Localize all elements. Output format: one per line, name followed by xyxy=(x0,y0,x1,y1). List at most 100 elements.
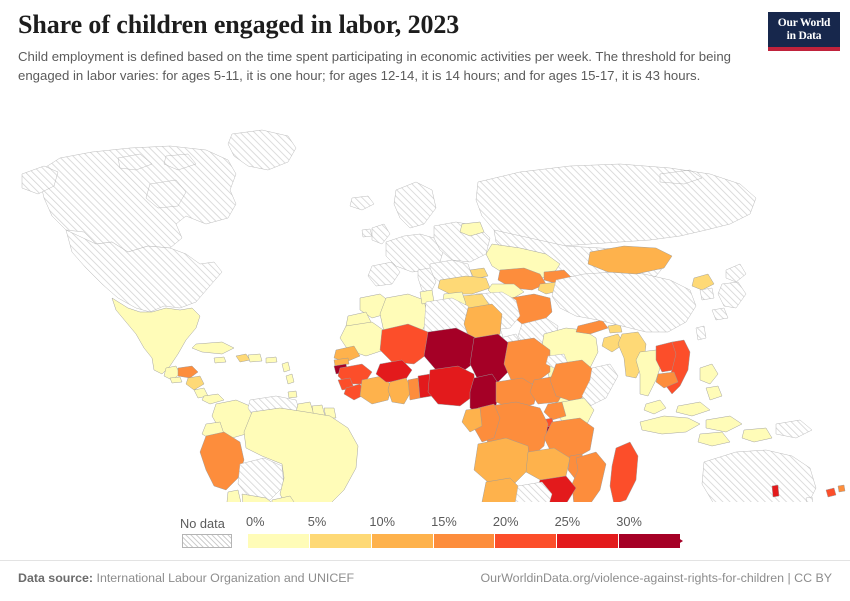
country-lesser-antilles[interactable] xyxy=(282,362,294,384)
country-japan[interactable] xyxy=(712,264,746,320)
legend-bin-2[interactable] xyxy=(371,534,434,548)
country-togo[interactable] xyxy=(408,378,420,400)
country-botswana[interactable] xyxy=(514,482,552,502)
logo-line-2: in Data xyxy=(786,29,822,42)
island-marker-3[interactable] xyxy=(838,485,845,492)
country-bangladesh[interactable] xyxy=(602,334,624,352)
country-hudson-bay[interactable] xyxy=(146,180,186,208)
country-mali[interactable] xyxy=(380,324,430,364)
map-legend: No data 0% 5% 10% 15% 20% 25% 30% xyxy=(0,506,850,554)
country-chile[interactable] xyxy=(226,490,250,502)
country-paraguay[interactable] xyxy=(272,496,298,502)
chart-subtitle: Child employment is defined based on the… xyxy=(18,49,732,83)
country-nepal[interactable] xyxy=(576,320,608,334)
country-mozambique[interactable] xyxy=(572,452,606,502)
country-north-korea[interactable] xyxy=(692,274,714,290)
chart-footer: Data source: International Labour Organi… xyxy=(0,560,850,601)
country-senegal[interactable] xyxy=(334,346,360,362)
legend-tick-3: 15% xyxy=(431,514,457,529)
country-papua-new-guinea[interactable] xyxy=(776,420,812,438)
island-marker-1[interactable] xyxy=(772,485,779,497)
country-greenland[interactable] xyxy=(228,130,296,170)
country-ghana[interactable] xyxy=(388,378,412,404)
country-somalia[interactable] xyxy=(582,364,618,406)
data-source-label: Data source: xyxy=(18,571,94,585)
country-dominican-republic[interactable] xyxy=(248,354,262,362)
country-philippines[interactable] xyxy=(700,364,722,400)
country-mexico[interactable] xyxy=(112,298,200,374)
country-united-kingdom[interactable] xyxy=(362,224,390,244)
legend-bin-0[interactable] xyxy=(248,534,310,548)
logo-line-1: Our World xyxy=(777,17,831,29)
legend-tick-labels: 0% 5% 10% 15% 20% 25% 30% xyxy=(246,514,680,532)
owid-logo[interactable]: Our World in Data xyxy=(768,12,840,51)
country-nigeria[interactable] xyxy=(428,366,476,406)
legend-bin-3[interactable] xyxy=(433,534,496,548)
map-svg[interactable] xyxy=(0,112,850,502)
legend-tick-5: 25% xyxy=(554,514,581,529)
country-alaska[interactable] xyxy=(22,166,58,194)
legend-bin-6[interactable] xyxy=(619,534,681,548)
country-united-states[interactable] xyxy=(66,230,222,312)
country-taiwan[interactable] xyxy=(696,326,706,340)
country-indonesia[interactable] xyxy=(640,416,772,446)
country-chad[interactable] xyxy=(470,334,512,382)
country-honduras[interactable] xyxy=(178,366,198,378)
country-sudan[interactable] xyxy=(504,338,550,384)
country-china[interactable] xyxy=(552,272,696,332)
legend-tick-4: 20% xyxy=(492,514,519,529)
country-belarus[interactable] xyxy=(460,222,484,236)
country-iberia[interactable] xyxy=(368,262,400,286)
legend-no-data-swatch[interactable] xyxy=(182,534,232,548)
legend-bin-4[interactable] xyxy=(495,534,558,548)
country-guatemala[interactable] xyxy=(164,366,180,380)
page-title: Share of children engaged in labor, 2023 xyxy=(18,10,460,39)
country-nicaragua[interactable] xyxy=(186,376,204,390)
country-turkey[interactable] xyxy=(438,276,490,294)
country-puerto-rico[interactable] xyxy=(266,357,277,363)
owid-url-link[interactable]: OurWorldinData.org/violence-against-righ… xyxy=(480,571,832,585)
legend-bins[interactable] xyxy=(248,534,681,548)
country-scandinavia[interactable] xyxy=(394,182,436,228)
country-panama[interactable] xyxy=(202,394,224,404)
legend-tick-2: 10% xyxy=(369,514,396,529)
country-central-african-rep[interactable] xyxy=(496,378,538,410)
country-australia[interactable] xyxy=(702,450,816,502)
legend-tick-1: 5% xyxy=(307,514,327,529)
country-cuba[interactable] xyxy=(192,342,234,354)
legend-bin-5[interactable] xyxy=(557,534,620,548)
world-choropleth-map[interactable] xyxy=(0,112,850,502)
legend-tick-6: 30% xyxy=(616,514,642,529)
data-source-value: International Labour Organization and UN… xyxy=(96,571,355,585)
country-russia[interactable] xyxy=(476,164,756,246)
country-brazil[interactable] xyxy=(244,408,358,502)
country-iceland[interactable] xyxy=(350,196,374,210)
country-trinidad[interactable] xyxy=(288,391,297,398)
legend-open-ended-arrow xyxy=(672,534,683,548)
legend-bin-1[interactable] xyxy=(309,534,372,548)
legend-tick-0: 0% xyxy=(246,514,265,529)
map-countries[interactable] xyxy=(22,130,845,502)
country-cambodia[interactable] xyxy=(656,372,678,388)
island-marker-fiji[interactable] xyxy=(806,497,813,502)
country-namibia[interactable] xyxy=(482,478,522,502)
country-jamaica[interactable] xyxy=(214,357,226,363)
country-angola[interactable] xyxy=(474,438,530,484)
country-georgia[interactable] xyxy=(470,268,488,279)
country-peru[interactable] xyxy=(200,432,244,490)
data-source: Data source: International Labour Organi… xyxy=(18,571,354,585)
country-niger[interactable] xyxy=(424,328,478,372)
legend-color-scale[interactable]: 0% 5% 10% 15% 20% 25% 30% xyxy=(246,506,683,554)
country-mongolia[interactable] xyxy=(588,246,672,274)
country-gabon[interactable] xyxy=(462,408,482,432)
country-uganda[interactable] xyxy=(544,402,566,420)
legend-no-data-label: No data xyxy=(180,516,225,531)
island-marker-2[interactable] xyxy=(826,488,836,497)
country-south-korea[interactable] xyxy=(700,288,714,300)
country-argentina[interactable] xyxy=(242,494,292,502)
country-bolivia[interactable] xyxy=(238,458,284,500)
country-el-salvador[interactable] xyxy=(170,377,182,383)
country-canada[interactable] xyxy=(38,146,236,252)
country-malaysia[interactable] xyxy=(644,400,710,416)
country-madagascar[interactable] xyxy=(610,442,638,502)
